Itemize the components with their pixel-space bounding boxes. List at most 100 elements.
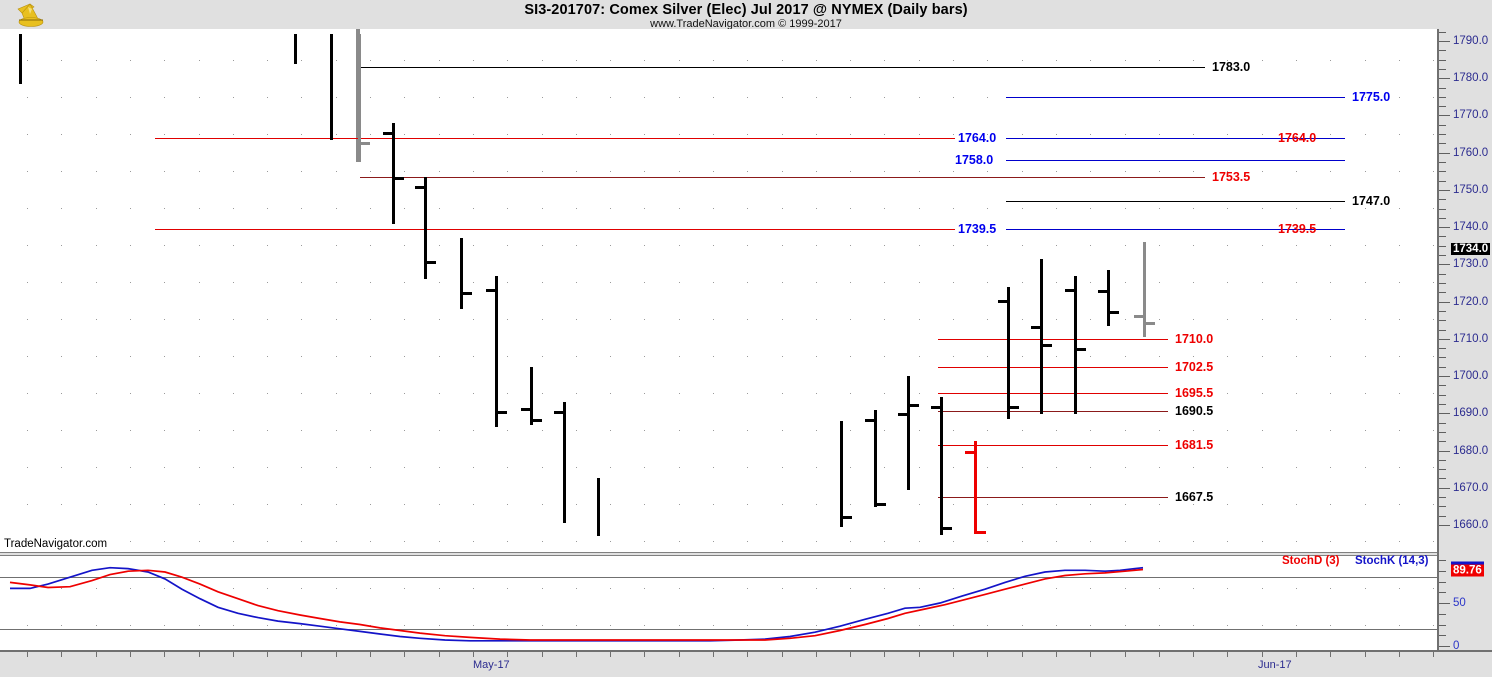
grid-dot (1365, 245, 1366, 246)
price-level-line[interactable] (155, 229, 955, 230)
price-level-label[interactable]: 1739.5 (958, 222, 997, 236)
price-level-line[interactable] (1006, 229, 1345, 230)
axis-minor-tick (1439, 560, 1446, 561)
grid-dot (164, 430, 165, 431)
price-level-label[interactable]: 1695.5 (1175, 386, 1214, 400)
grid-dot (370, 282, 371, 283)
grid-dot (816, 245, 817, 246)
price-level-line[interactable] (360, 177, 1205, 178)
grid-dot (542, 208, 543, 209)
grid-dot (1399, 467, 1400, 468)
grid-dot (1330, 245, 1331, 246)
grid-dot (507, 588, 508, 589)
grid-dot (644, 171, 645, 172)
grid-dot (164, 625, 165, 626)
grid-dot (576, 356, 577, 357)
grid-dot (1193, 588, 1194, 589)
grid-dot (267, 430, 268, 431)
grid-dot (679, 467, 680, 468)
price-level-label[interactable]: 1739.5 (1278, 222, 1317, 236)
price-axis-label: 1780.0 (1453, 72, 1489, 84)
price-level-line[interactable] (938, 411, 1168, 412)
grid-dot (576, 245, 577, 246)
bar-open-tick (554, 411, 563, 414)
grid-dot (1433, 541, 1434, 542)
price-axis-label: 1740.0 (1453, 221, 1489, 233)
last-price-marker[interactable]: 1734.0 (1451, 243, 1491, 255)
price-level-line[interactable] (358, 67, 1205, 68)
price-level-label[interactable]: 1690.5 (1175, 404, 1214, 418)
grid-dot (1090, 625, 1091, 626)
price-level-label[interactable]: 1681.5 (1175, 438, 1214, 452)
date-axis-label: Jun-17 (1258, 659, 1292, 671)
price-chart-pane[interactable]: 1783.0 1775.0 1764.0 1764.0 1758.0 1753.5 1747… (0, 29, 1437, 552)
price-level-line[interactable] (1006, 97, 1345, 98)
header-band (0, 0, 1492, 29)
price-level-line[interactable] (1006, 160, 1345, 161)
grid-dot (96, 60, 97, 61)
grid-dot (96, 625, 97, 626)
grid-dot (782, 393, 783, 394)
axis-minor-tick (1439, 646, 1446, 647)
price-level-line[interactable] (938, 497, 1168, 498)
bar-high-low (974, 441, 977, 534)
price-level-line[interactable] (938, 445, 1168, 446)
grid-dot (301, 625, 302, 626)
grid-dot (164, 467, 165, 468)
grid-dot (816, 282, 817, 283)
price-level-line[interactable] (938, 339, 1168, 340)
price-level-line[interactable] (938, 367, 1168, 368)
stochastic-indicator-pane[interactable] (0, 556, 1437, 650)
grid-dot (61, 208, 62, 209)
grid-dot (542, 97, 543, 98)
bar-close-tick (1043, 344, 1052, 347)
price-axis[interactable]: 1790.0 1780.0 1770.0 1760.0 1750.0 1740.0 1730… (1437, 29, 1492, 652)
price-level-label[interactable]: 1764.0 (1278, 131, 1317, 145)
axis-minor-tick (1439, 603, 1446, 604)
grid-dot (713, 319, 714, 320)
price-axis-label: 1700.0 (1453, 370, 1489, 382)
date-axis-tick (679, 652, 680, 657)
price-level-label[interactable]: 1764.0 (958, 131, 997, 145)
price-level-label[interactable]: 1710.0 (1175, 332, 1214, 346)
grid-dot (713, 97, 714, 98)
grid-dot (1399, 541, 1400, 542)
grid-dot (782, 319, 783, 320)
price-level-label[interactable]: 1753.5 (1212, 170, 1251, 184)
bar-close-tick (977, 531, 986, 534)
grid-dot (850, 245, 851, 246)
grid-dot (1022, 504, 1023, 505)
grid-dot (1022, 625, 1023, 626)
grid-dot (1433, 171, 1434, 172)
bar-close-tick (910, 404, 919, 407)
grid-dot (919, 282, 920, 283)
price-level-line[interactable] (1006, 201, 1345, 202)
bar-open-tick (865, 419, 874, 422)
date-axis-tick (267, 652, 268, 657)
grid-dot (61, 430, 62, 431)
grid-dot (816, 171, 817, 172)
price-level-line[interactable] (1006, 138, 1345, 139)
stoch-k-legend[interactable]: StochK (14,3) (1355, 555, 1429, 567)
bar-close-tick (1110, 311, 1119, 314)
grid-dot (542, 393, 543, 394)
price-level-label[interactable]: 1747.0 (1352, 194, 1391, 208)
axis-minor-tick (1439, 181, 1446, 182)
grid-dot (1193, 282, 1194, 283)
price-level-line[interactable] (155, 138, 955, 139)
price-level-label[interactable]: 1783.0 (1212, 60, 1251, 74)
date-axis-tick (850, 652, 851, 657)
date-axis[interactable]: May-17 Jun-17 (0, 650, 1492, 677)
stoch-d-legend[interactable]: StochD (3) (1282, 555, 1340, 567)
price-level-label[interactable]: 1758.0 (955, 153, 994, 167)
stoch-current-value-marker[interactable]: 89.76 (1451, 561, 1484, 577)
price-level-line[interactable] (938, 393, 1168, 394)
price-level-label[interactable]: 1702.5 (1175, 360, 1214, 374)
price-level-label[interactable]: 1775.0 (1352, 90, 1391, 104)
grid-dot (1262, 588, 1263, 589)
grid-dot (1193, 208, 1194, 209)
grid-dot (1296, 588, 1297, 589)
axis-tick (1439, 525, 1450, 526)
price-level-label[interactable]: 1667.5 (1175, 490, 1214, 504)
date-axis-tick (713, 652, 714, 657)
